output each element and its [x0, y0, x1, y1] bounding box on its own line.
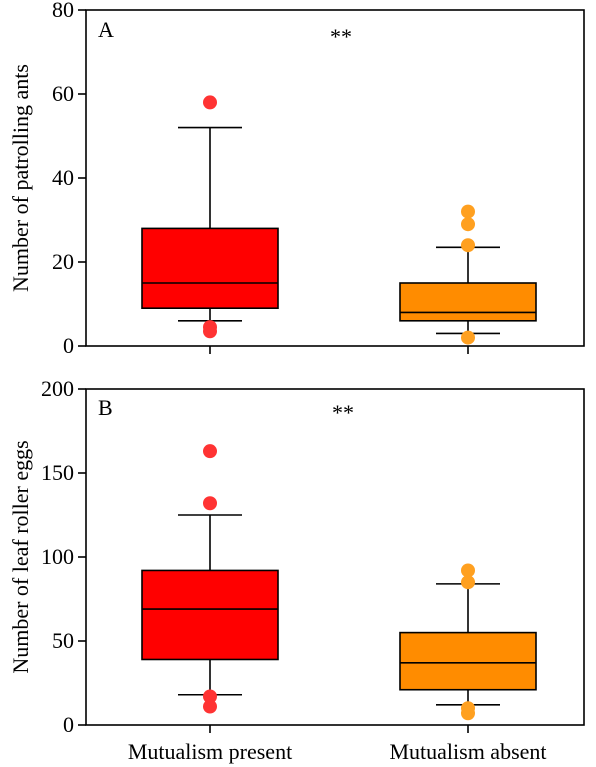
- outlier-point: [461, 706, 475, 721]
- iqr-box: [141, 227, 279, 309]
- y-tick-label: 100: [41, 544, 74, 569]
- box-mutualism-present: [141, 95, 279, 339]
- significance-marker: **: [332, 400, 354, 425]
- y-tick-label: 0: [63, 712, 74, 737]
- y-tick-label: 200: [41, 376, 74, 401]
- outlier-point: [461, 575, 475, 590]
- significance-marker: **: [330, 24, 352, 49]
- outlier-point: [203, 95, 217, 110]
- x-category-label: Mutualism present: [128, 739, 292, 764]
- y-axis-label: Number of patrolling ants: [8, 64, 33, 292]
- y-tick-label: 60: [52, 81, 74, 106]
- panel-b: 0 50 100 150 200 Number of leaf roller eggs B *…: [8, 376, 585, 737]
- outlier-point: [203, 689, 217, 704]
- panel-label: A: [98, 17, 114, 42]
- x-category-label: Mutualism absent: [389, 739, 546, 764]
- box-mutualism-absent: [399, 204, 537, 345]
- outlier-point: [461, 204, 475, 219]
- iqr-box: [399, 282, 537, 322]
- y-tick-label: 40: [52, 165, 74, 190]
- y-tick-label: 150: [41, 460, 74, 485]
- outlier-point: [461, 330, 475, 345]
- y-tick-label: 80: [52, 0, 74, 22]
- y-tick-label: 20: [52, 249, 74, 274]
- iqr-box: [399, 631, 537, 691]
- y-tick-label: 0: [63, 333, 74, 358]
- outlier-point: [203, 699, 217, 714]
- outlier-point: [461, 217, 475, 232]
- outlier-point: [203, 444, 217, 459]
- outlier-point: [461, 238, 475, 253]
- iqr-box: [141, 569, 279, 661]
- outlier-point: [203, 324, 217, 339]
- y-axis-label: Number of leaf roller eggs: [8, 440, 33, 673]
- outlier-point: [461, 563, 475, 578]
- outlier-point: [203, 496, 217, 511]
- panel-a: 0 20 40 60 80 Number of patrolling ants A **: [8, 0, 585, 358]
- box-mutualism-absent: [399, 563, 537, 721]
- panel-label: B: [98, 395, 113, 420]
- box-mutualism-present: [141, 444, 279, 714]
- y-tick-label: 50: [52, 628, 74, 653]
